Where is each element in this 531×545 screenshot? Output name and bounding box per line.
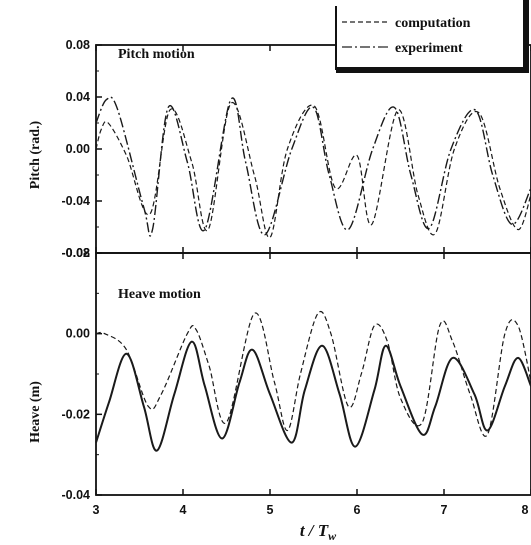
pitch-series-computation: [95, 102, 531, 239]
heave-panel: Heave motion Heave (m) 0.02 0.00 -0.02 -0.0…: [28, 45, 531, 517]
pitch-panel: Pitch motion Pitch (rad.) 0.08 0.04 0.00 -0…: [28, 38, 531, 260]
x-tick-label: 4: [180, 503, 187, 517]
pitch-y-ticks: 0.08 0.04 0.00 -0.04 -0.08: [62, 38, 102, 260]
heave-series-experiment: [95, 340, 531, 452]
pitch-y-tick-label: -0.08: [62, 246, 91, 260]
pitch-y-tick-label: -0.04: [62, 194, 91, 208]
pitch-y-tick-label: 0.00: [66, 142, 90, 156]
pitch-y-axis-label: Pitch (rad.): [28, 120, 43, 189]
heave-y-tick-label: -0.04: [62, 488, 91, 502]
x-tick-label: 3: [93, 503, 100, 517]
heave-y-tick-label: 0.02: [66, 246, 90, 260]
heave-panel-title: Heave motion: [118, 287, 201, 302]
heave-series: [95, 311, 531, 452]
pitch-y-tick-label: 0.08: [66, 38, 90, 52]
legend-label-computation: computation: [395, 16, 471, 31]
heave-y-axis-label: Heave (m): [28, 381, 43, 443]
pitch-series-experiment: [95, 96, 531, 237]
legend-label-experiment: experiment: [395, 41, 463, 56]
x-ticks: 3 4 5 6 7 8: [93, 45, 531, 517]
heave-y-tick-label: -0.02: [62, 407, 91, 421]
legend: computation experiment: [335, 0, 529, 73]
heave-series-computation: [95, 311, 531, 437]
pitch-frame: [95, 44, 531, 254]
pitch-series: [95, 96, 531, 239]
heave-y-ticks: 0.02 0.00 -0.02 -0.04: [62, 246, 102, 502]
x-tick-label: 6: [354, 503, 361, 517]
x-tick-label: 5: [267, 503, 274, 517]
pitch-y-tick-label: 0.04: [66, 90, 90, 104]
x-tick-label: 8: [522, 503, 529, 517]
x-axis-label: t / Tw: [300, 521, 337, 543]
x-tick-label: 7: [441, 503, 448, 517]
heave-y-tick-label: 0.00: [66, 327, 90, 341]
pitch-panel-title: Pitch motion: [118, 47, 195, 62]
legend-box: [336, 6, 526, 70]
